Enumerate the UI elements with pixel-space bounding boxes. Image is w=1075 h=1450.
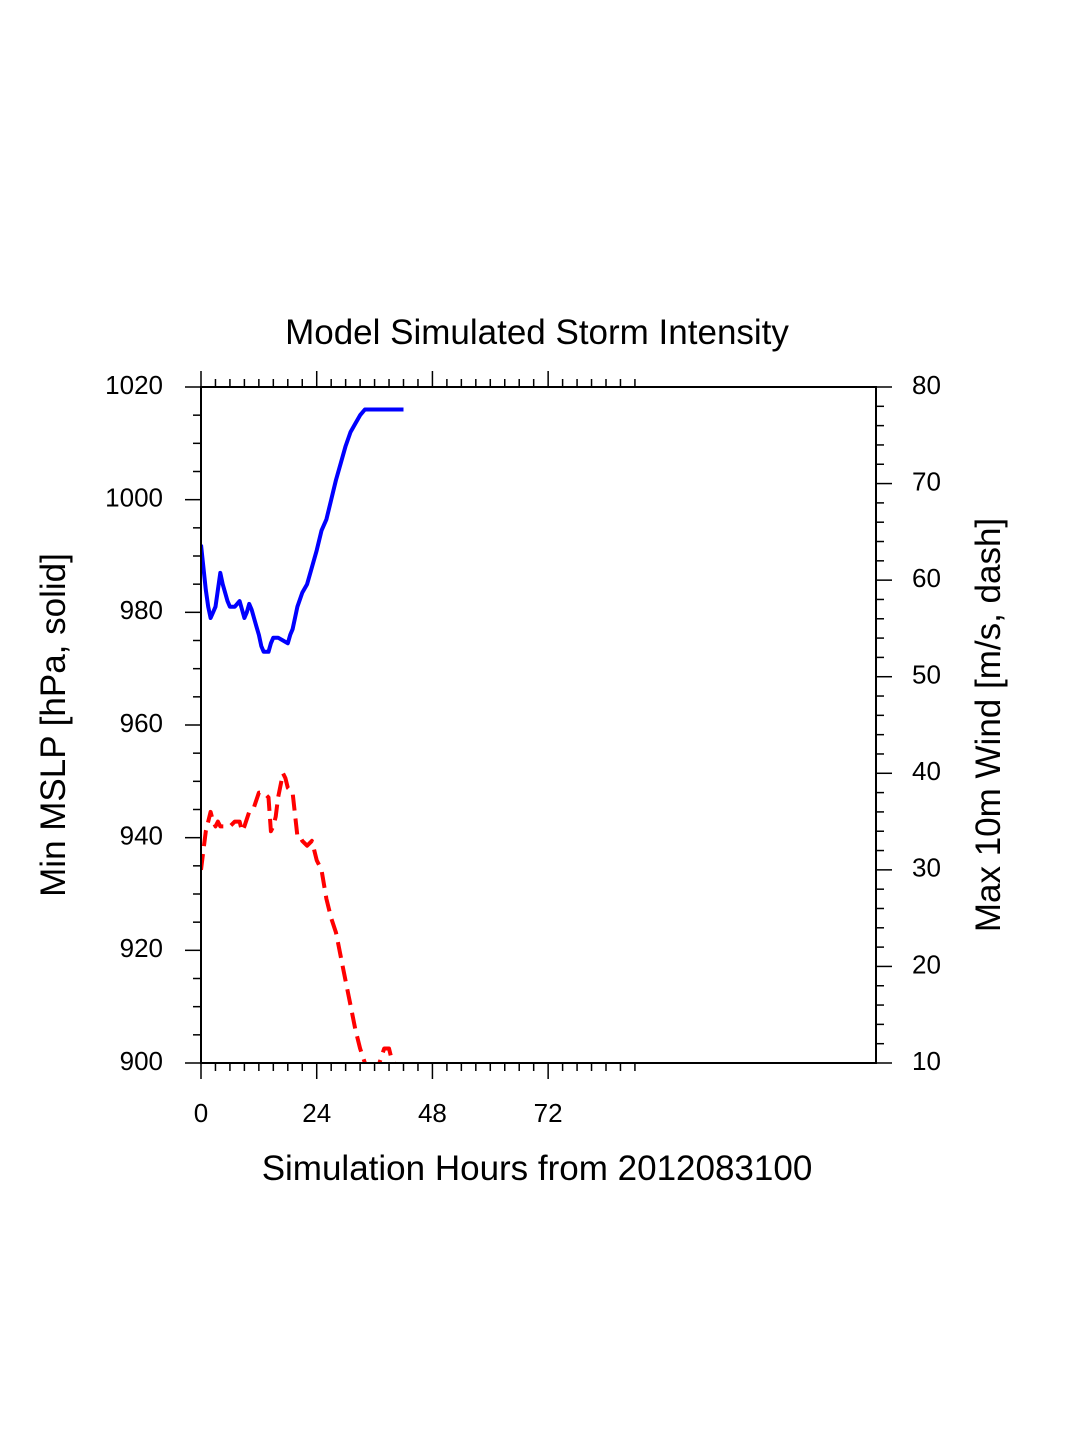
y-left-tick-label: 1020	[105, 370, 163, 400]
x-tick-label: 24	[302, 1098, 331, 1128]
y-right-tick-label: 60	[912, 563, 941, 593]
y-left-tick-label: 940	[120, 821, 163, 851]
y-right-tick-label: 80	[912, 370, 941, 400]
y-left-tick-label: 1000	[105, 483, 163, 513]
y-right-tick-label: 50	[912, 660, 941, 690]
x-tick-label: 48	[418, 1098, 447, 1128]
y-right-tick-label: 40	[912, 756, 941, 786]
tick-labels: 0 24 48 72900920940960980100010201020304050…	[105, 370, 941, 1128]
y-axis-label-left: Min MSLP [hPa, solid]	[34, 553, 73, 897]
y-left-tick-label: 920	[120, 933, 163, 963]
axis-ticks	[185, 371, 892, 1079]
chart-title: Model Simulated Storm Intensity	[285, 313, 789, 352]
y-axis-label-right: Max 10m Wind [m/s, dash]	[969, 518, 1008, 932]
y-right-tick-label: 70	[912, 466, 941, 496]
y-left-tick-label: 960	[120, 708, 163, 738]
y-left-tick-label: 900	[120, 1046, 163, 1076]
y-right-tick-label: 30	[912, 853, 941, 883]
y-right-tick-label: 10	[912, 1046, 941, 1076]
plot-frame	[200, 386, 877, 1064]
data-series	[201, 407, 404, 1063]
series-max-wind-line	[201, 771, 397, 1063]
x-tick-label: 0	[194, 1098, 208, 1128]
series-min-mslp-line	[201, 407, 404, 654]
y-right-tick-label: 20	[912, 949, 941, 979]
x-axis-label: Simulation Hours from 2012083100	[262, 1149, 813, 1188]
x-tick-label: 72	[534, 1098, 563, 1128]
y-left-tick-label: 980	[120, 595, 163, 625]
